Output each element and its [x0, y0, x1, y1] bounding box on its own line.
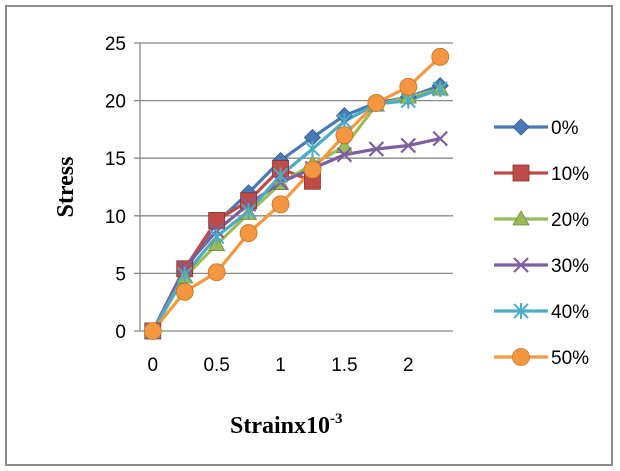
point-20pct-6	[335, 137, 354, 154]
legend-item-30pct: 30%	[494, 256, 589, 277]
gridlines	[140, 42, 453, 275]
legend-marker-10pct	[512, 164, 530, 182]
legend-marker-50pct	[512, 348, 530, 366]
point-40pct-4	[272, 167, 289, 184]
point-50pct-8	[399, 77, 418, 96]
series-lines	[151, 55, 442, 333]
series-line-0pct	[151, 84, 441, 332]
point-50pct-6	[335, 126, 354, 145]
chart-frame	[5, 5, 613, 466]
legend-marker-20pct	[512, 210, 530, 226]
point-10pct-2	[208, 212, 226, 229]
legend-item-20pct: 20%	[494, 210, 589, 231]
x-axis-title: Strainx10-3	[230, 411, 343, 439]
y-tick-label-25: 25	[105, 34, 126, 55]
legend-item-10pct: 10%	[494, 164, 589, 185]
legend-label-10pct: 10%	[551, 164, 589, 185]
legend-label-30pct: 30%	[551, 256, 589, 277]
series-line-40pct	[151, 87, 441, 332]
point-40pct-2	[208, 228, 225, 245]
legend-item-40pct: 40%	[494, 302, 589, 323]
legend: 0% 10% 20% 30% 40% 50%	[494, 118, 589, 369]
axes	[134, 42, 453, 332]
y-axis-title: Stress	[53, 157, 79, 218]
y-tick-label-15: 15	[105, 149, 126, 170]
point-50pct-4	[271, 195, 290, 214]
point-30pct-8	[400, 137, 417, 154]
point-40pct-9	[432, 81, 448, 98]
legend-label-0pct: 0%	[551, 118, 579, 139]
legend-item-50pct: 50%	[494, 348, 589, 369]
point-50pct-0	[143, 322, 162, 340]
point-50pct-7	[367, 94, 386, 112]
y-tick-label-10: 10	[105, 207, 126, 228]
x-tick-label-1.5: 1.5	[331, 355, 357, 376]
legend-marker-40pct	[513, 303, 529, 319]
x-tick-label-2: 2	[403, 355, 414, 376]
point-50pct-1	[175, 282, 194, 301]
series-line-20pct	[151, 87, 441, 332]
y-tick-label-0: 0	[115, 322, 126, 343]
point-50pct-9	[431, 47, 450, 66]
x-axis-title-main: Strainx10	[230, 413, 330, 439]
point-30pct-6	[336, 146, 353, 163]
x-tick-label-0: 0	[147, 355, 158, 376]
legend-item-0pct: 0%	[494, 118, 579, 139]
legend-marker-30pct	[513, 257, 529, 273]
point-50pct-5	[303, 160, 322, 179]
series-line-50pct	[151, 55, 442, 333]
point-30pct-7	[368, 141, 385, 157]
point-50pct-3	[239, 224, 258, 242]
series-line-10pct	[151, 166, 314, 332]
series-line-30pct	[151, 137, 441, 332]
x-tick-label-1: 1	[275, 355, 286, 376]
point-30pct-9	[432, 130, 449, 147]
point-50pct-2	[207, 263, 226, 282]
point-40pct-1	[177, 266, 193, 283]
point-40pct-3	[240, 203, 257, 220]
tick-labels: 0 5 10 15 20 25 0 0.5 1 1.5 2	[105, 34, 414, 376]
legend-label-40pct: 40%	[551, 302, 589, 323]
x-axis-title-exponent: -3	[330, 411, 343, 427]
y-tick-label-20: 20	[105, 92, 126, 113]
point-40pct-5	[304, 140, 321, 157]
legend-marker-0pct	[512, 118, 530, 136]
legend-label-20pct: 20%	[551, 210, 589, 231]
y-tick-label-5: 5	[115, 264, 126, 285]
x-tick-label-0.5: 0.5	[203, 355, 229, 376]
legend-label-50pct: 50%	[551, 348, 589, 369]
series-markers	[143, 47, 450, 340]
